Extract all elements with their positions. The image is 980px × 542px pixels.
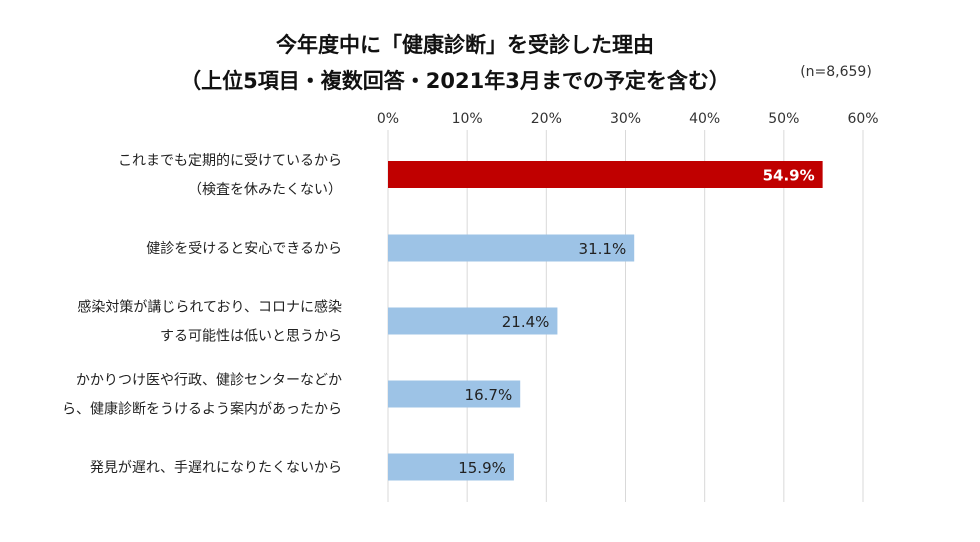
x-tick-label: 40%	[689, 111, 720, 127]
chart-title: 今年度中に「健康診断」を受診した理由	[276, 33, 654, 57]
bar	[388, 307, 558, 335]
category-label: （検査を休みたくない）	[188, 182, 342, 198]
data-label: 31.1%	[579, 240, 627, 258]
category-label: 健診を受けると安心できるから	[146, 241, 342, 257]
chart-subtitle: （上位5項目・複数回答・2021年3月までの予定を含む）	[180, 69, 730, 93]
x-tick-label: 60%	[847, 111, 878, 127]
x-tick-label: 20%	[531, 111, 562, 127]
x-tick-label: 30%	[610, 111, 641, 127]
category-label: かかりつけ医や行政、健診センターなどか	[76, 373, 342, 389]
data-label: 54.9%	[763, 167, 815, 185]
bar	[388, 453, 514, 481]
category-label: ら、健康診断をうけるよう案内があったから	[62, 401, 342, 418]
x-tick-label: 50%	[768, 111, 799, 127]
data-label: 16.7%	[465, 386, 513, 404]
bar	[388, 380, 521, 408]
bar	[388, 161, 823, 188]
x-tick-label: 0%	[377, 111, 399, 127]
category-label: 発見が遅れ、手遅れになりたくないから	[90, 460, 342, 476]
x-tick-label: 10%	[452, 111, 483, 127]
bar	[388, 234, 635, 262]
category-label: これまでも定期的に受けているから	[118, 153, 342, 169]
sample-size-note: (n=8,659)	[800, 64, 872, 80]
data-label: 15.9%	[458, 459, 506, 477]
category-label: 感染対策が講じられており、コロナに感染	[77, 299, 342, 316]
data-label: 21.4%	[502, 313, 550, 331]
category-label: する可能性は低いと思うから	[160, 329, 342, 345]
